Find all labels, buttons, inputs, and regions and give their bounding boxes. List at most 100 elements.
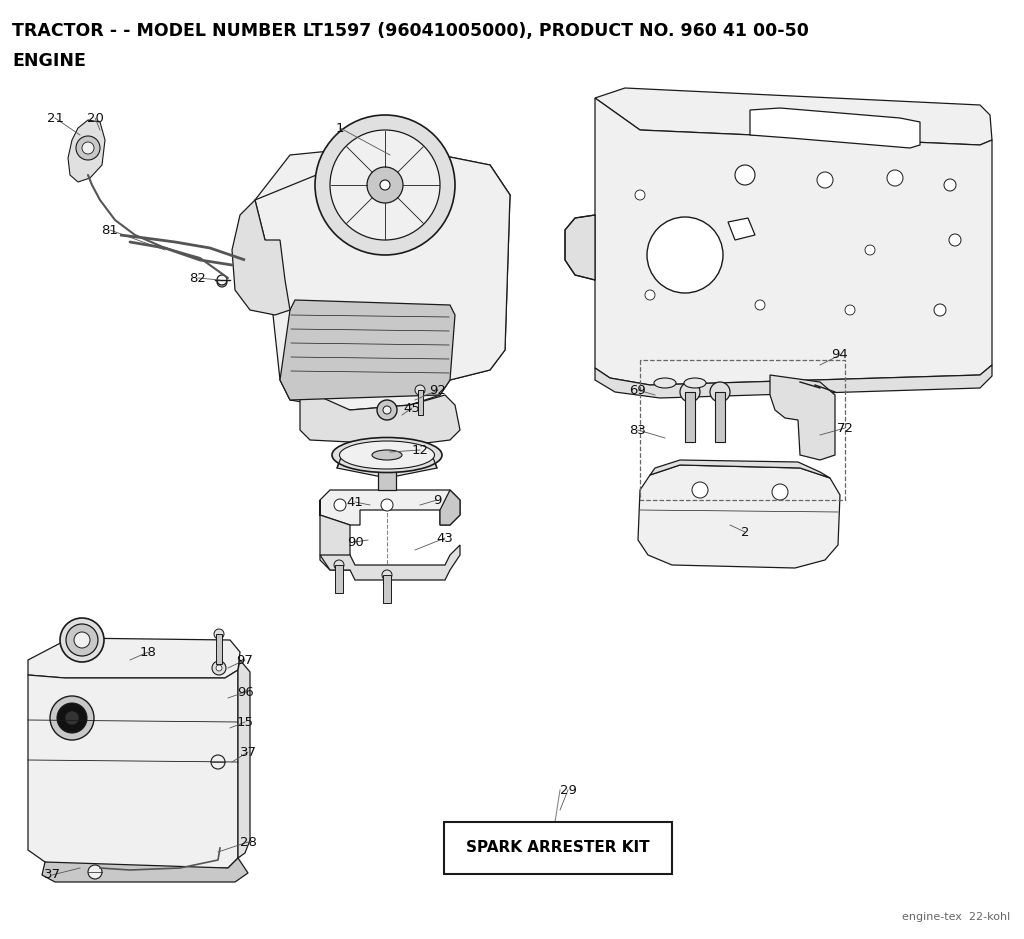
Polygon shape bbox=[650, 460, 830, 478]
Ellipse shape bbox=[684, 378, 706, 388]
Circle shape bbox=[214, 629, 224, 639]
Circle shape bbox=[65, 711, 79, 725]
Circle shape bbox=[74, 632, 90, 648]
Polygon shape bbox=[42, 858, 248, 882]
Circle shape bbox=[645, 290, 655, 300]
Circle shape bbox=[88, 865, 102, 879]
Polygon shape bbox=[300, 390, 460, 445]
Circle shape bbox=[367, 167, 403, 203]
Circle shape bbox=[415, 385, 425, 395]
Text: 82: 82 bbox=[189, 271, 207, 285]
Ellipse shape bbox=[340, 441, 434, 469]
Text: 72: 72 bbox=[837, 422, 853, 435]
Circle shape bbox=[845, 305, 855, 315]
Text: 94: 94 bbox=[831, 348, 848, 362]
Text: 81: 81 bbox=[101, 223, 119, 237]
Circle shape bbox=[334, 499, 346, 511]
Polygon shape bbox=[319, 500, 350, 570]
Text: 1: 1 bbox=[336, 121, 344, 134]
Polygon shape bbox=[280, 300, 455, 400]
Text: 37: 37 bbox=[240, 746, 256, 759]
Circle shape bbox=[334, 560, 344, 570]
Text: 69: 69 bbox=[630, 383, 646, 396]
Text: engine-tex  22-kohl: engine-tex 22-kohl bbox=[902, 912, 1010, 922]
Bar bbox=[216, 634, 222, 664]
Polygon shape bbox=[255, 145, 510, 410]
Circle shape bbox=[755, 300, 765, 310]
Text: 92: 92 bbox=[429, 383, 446, 396]
Bar bbox=[444, 822, 672, 874]
Circle shape bbox=[380, 180, 390, 190]
Text: 45: 45 bbox=[403, 402, 421, 414]
Text: 97: 97 bbox=[237, 654, 253, 667]
Bar bbox=[378, 440, 396, 490]
Circle shape bbox=[66, 624, 98, 656]
Circle shape bbox=[212, 661, 226, 675]
Text: 9: 9 bbox=[433, 494, 441, 506]
Polygon shape bbox=[337, 455, 437, 478]
Circle shape bbox=[949, 234, 961, 246]
Text: 2: 2 bbox=[740, 526, 750, 538]
Text: 43: 43 bbox=[436, 531, 454, 545]
Circle shape bbox=[710, 382, 730, 402]
Polygon shape bbox=[319, 490, 460, 525]
Circle shape bbox=[635, 190, 645, 200]
Text: 83: 83 bbox=[630, 423, 646, 437]
Circle shape bbox=[217, 277, 227, 287]
Text: 18: 18 bbox=[139, 645, 157, 658]
Polygon shape bbox=[728, 218, 755, 240]
Circle shape bbox=[50, 696, 94, 740]
Circle shape bbox=[865, 245, 874, 255]
Circle shape bbox=[772, 484, 788, 500]
Bar bbox=[715, 392, 725, 442]
Polygon shape bbox=[238, 660, 250, 858]
Bar bbox=[685, 392, 695, 442]
Polygon shape bbox=[595, 88, 992, 145]
Ellipse shape bbox=[654, 378, 676, 388]
Polygon shape bbox=[28, 670, 238, 868]
Text: 12: 12 bbox=[412, 443, 428, 456]
Text: 28: 28 bbox=[240, 836, 256, 849]
Circle shape bbox=[330, 130, 440, 240]
Circle shape bbox=[383, 406, 391, 414]
Polygon shape bbox=[232, 200, 290, 315]
Circle shape bbox=[735, 165, 755, 185]
Polygon shape bbox=[255, 145, 510, 240]
Polygon shape bbox=[750, 108, 920, 148]
Circle shape bbox=[211, 755, 225, 769]
Text: 96: 96 bbox=[237, 685, 253, 699]
Text: 29: 29 bbox=[559, 783, 577, 796]
Ellipse shape bbox=[332, 438, 442, 472]
Circle shape bbox=[377, 400, 397, 420]
Bar bbox=[383, 575, 391, 603]
Polygon shape bbox=[319, 545, 460, 580]
Circle shape bbox=[817, 172, 833, 188]
Text: TRACTOR - - MODEL NUMBER LT1597 (96041005000), PRODUCT NO. 960 41 00-50: TRACTOR - - MODEL NUMBER LT1597 (9604100… bbox=[12, 22, 809, 40]
Circle shape bbox=[57, 703, 87, 733]
Ellipse shape bbox=[372, 450, 402, 460]
Bar bbox=[335, 565, 343, 593]
Circle shape bbox=[944, 179, 956, 191]
Circle shape bbox=[82, 142, 94, 154]
Polygon shape bbox=[28, 638, 240, 678]
Circle shape bbox=[934, 304, 946, 316]
Polygon shape bbox=[595, 98, 992, 385]
Text: 37: 37 bbox=[43, 869, 60, 882]
Polygon shape bbox=[68, 120, 105, 182]
Text: 41: 41 bbox=[346, 496, 364, 509]
Polygon shape bbox=[440, 490, 460, 525]
Text: 21: 21 bbox=[46, 112, 63, 125]
Text: 20: 20 bbox=[87, 112, 103, 125]
Circle shape bbox=[76, 136, 100, 160]
Polygon shape bbox=[770, 375, 835, 460]
Circle shape bbox=[887, 170, 903, 186]
Polygon shape bbox=[595, 365, 992, 398]
Text: 90: 90 bbox=[347, 535, 364, 548]
Polygon shape bbox=[638, 465, 840, 568]
Circle shape bbox=[381, 499, 393, 511]
Text: 15: 15 bbox=[237, 716, 254, 729]
Polygon shape bbox=[565, 215, 595, 280]
Circle shape bbox=[60, 618, 104, 662]
Circle shape bbox=[217, 275, 227, 285]
Circle shape bbox=[382, 570, 392, 580]
